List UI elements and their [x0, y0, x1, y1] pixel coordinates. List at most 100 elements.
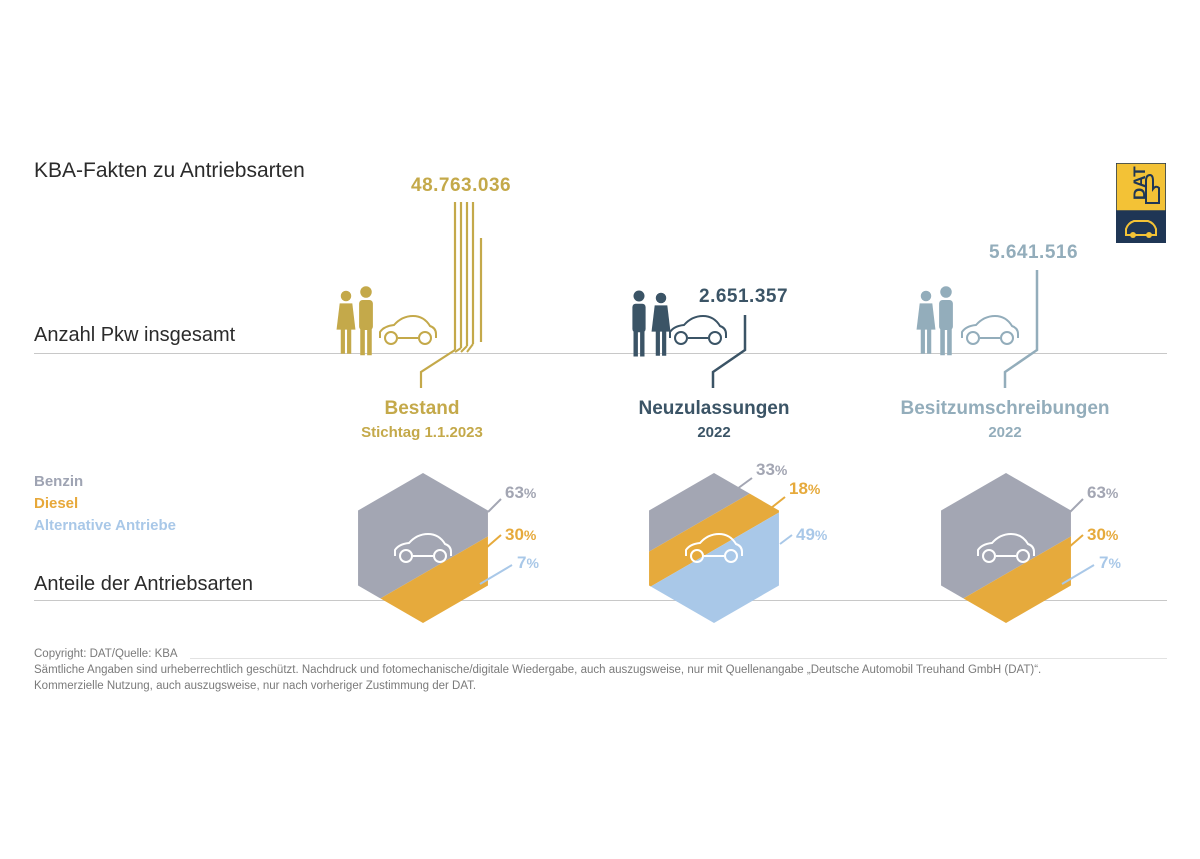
footer-notice: Sämtliche Angaben sind urheberrechtlich … [34, 664, 1042, 676]
total-lines-bestand [419, 202, 483, 388]
leader-line [479, 564, 513, 585]
band-alternative [649, 473, 779, 623]
car-wheel [724, 549, 738, 563]
person-body [632, 303, 646, 333]
car-wheel [1016, 549, 1030, 563]
person-leg [927, 327, 932, 354]
leader-line [487, 498, 502, 513]
footer-divider [190, 658, 1167, 659]
category-subtitle-besitzumschreibungen: 2022 [988, 424, 1022, 441]
row-label-shares: Anteile der Antriebsarten [34, 573, 254, 595]
car-wheel [384, 331, 398, 345]
leader-line [1061, 564, 1095, 585]
band-benzin [649, 473, 779, 623]
pct-bestand-diesel: 30% [505, 525, 537, 544]
pct-neuzulassungen-diesel: 18% [789, 479, 821, 498]
total-besitzumschreibungen: 5.641.516 [989, 242, 1079, 263]
person-leg [920, 327, 925, 354]
total-neuzulassungen: 2.651.357 [699, 286, 789, 307]
person-leg [633, 329, 638, 357]
people-car-icon-besitzumschreibungen [916, 286, 1019, 356]
car-body [669, 314, 727, 338]
leader-line [779, 534, 793, 545]
connector-line [419, 349, 456, 388]
car-wheel [690, 549, 704, 563]
footer-copyright: Copyright: DAT/Quelle: KBA [34, 648, 178, 660]
person-head [360, 286, 372, 298]
total-baseline [34, 353, 1167, 354]
leader-line [485, 534, 502, 549]
band-benzin [358, 473, 488, 623]
person-leg [662, 329, 667, 356]
car-wheel [982, 549, 996, 563]
car-wheel [418, 331, 432, 345]
total-line-tail [454, 347, 462, 353]
category-title-neuzulassungen: Neuzulassungen [638, 398, 790, 419]
person-leg [360, 326, 365, 356]
connector-line [1003, 270, 1039, 388]
car-wheel [1000, 331, 1014, 345]
car-body [394, 532, 452, 556]
category-subtitle-neuzulassungen: 2022 [697, 424, 731, 441]
total-line-tail [466, 343, 474, 353]
person-body [916, 303, 936, 330]
band-benzin [941, 473, 1071, 623]
person-leg [640, 329, 645, 357]
person-body [939, 300, 953, 330]
leader-line [765, 496, 786, 513]
person-head [655, 292, 667, 304]
leader-line [1067, 534, 1084, 549]
person-body [651, 305, 671, 332]
total-line-tail [460, 345, 468, 353]
svg-text:DAT: DAT [1130, 166, 1149, 200]
car-body [685, 532, 743, 556]
leader-line [1069, 498, 1084, 513]
legend-alternative: Alternative Antriebe [34, 517, 176, 534]
page-title: KBA-Fakten zu Antriebsarten [34, 159, 305, 182]
car-body [379, 314, 437, 338]
person-leg [940, 326, 945, 356]
pct-besitzumschreibungen-benzin: 63% [1087, 483, 1119, 502]
shares-baseline [34, 600, 1167, 601]
pct-besitzumschreibungen-diesel: 30% [1087, 525, 1119, 544]
pct-bestand-alternative: 7% [517, 553, 539, 572]
pct-neuzulassungen-alternative: 49% [796, 525, 828, 544]
people-car-icon-bestand [336, 286, 437, 356]
person-head [340, 290, 352, 302]
legend-diesel: Diesel [34, 495, 79, 512]
person-body [359, 300, 373, 330]
pct-neuzulassungen-benzin: 33% [756, 460, 788, 479]
person-leg [655, 329, 660, 356]
car-wheel [966, 331, 980, 345]
person-leg [947, 326, 952, 356]
total-bestand: 48.763.036 [411, 175, 512, 196]
car-wheel [399, 549, 413, 563]
band-diesel [941, 473, 1071, 623]
car-wheel [708, 331, 722, 345]
person-head [920, 290, 932, 302]
legend-benzin: Benzin [34, 473, 84, 490]
category-title-besitzumschreibungen: Besitzumschreibungen [900, 398, 1110, 419]
category-title-bestand: Bestand [384, 398, 460, 419]
car-body [977, 532, 1035, 556]
person-head [633, 290, 645, 302]
category-subtitle-bestand: Stichtag 1.1.2023 [361, 424, 483, 441]
footer-usage: Kommerzielle Nutzung, auch auszugsweise,… [34, 680, 477, 692]
person-body [336, 303, 356, 330]
car-body [961, 314, 1019, 338]
person-leg [347, 327, 352, 354]
total-line-neuzulassungen [711, 315, 747, 388]
pct-bestand-benzin: 63% [505, 483, 537, 502]
share-hexagon-neuzulassungen [649, 473, 793, 623]
connector-line [711, 315, 747, 388]
people-car-icon-neuzulassungen [632, 290, 727, 357]
person-leg [367, 326, 372, 356]
total-line-besitzumschreibungen [1003, 270, 1039, 388]
leader-line [736, 477, 753, 490]
car-wheel [433, 549, 447, 563]
pct-besitzumschreibungen-alternative: 7% [1099, 553, 1121, 572]
person-leg [340, 327, 345, 354]
row-label-total: Anzahl Pkw insgesamt [34, 324, 236, 346]
band-diesel [358, 473, 488, 623]
